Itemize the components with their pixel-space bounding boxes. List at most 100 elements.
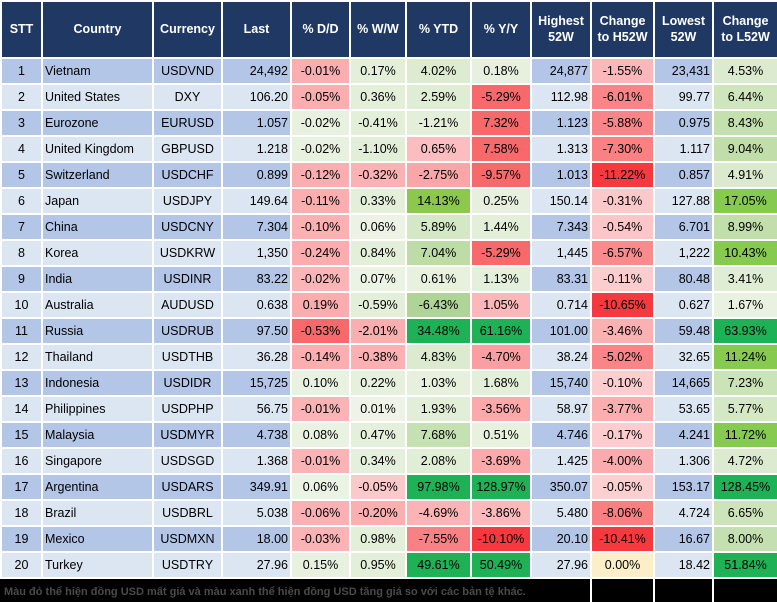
cell-yy-percent: 1.13% — [470, 265, 532, 293]
cell-ww-percent: -0.41% — [349, 109, 407, 137]
cell-country: Malaysia — [41, 421, 154, 449]
cell-ytd-percent: 7.04% — [405, 239, 472, 267]
cell-last: 97.50 — [221, 317, 292, 345]
table-row: 20 Turkey USDTRY 27.96 0.15% 0.95% 49.61% 50.49… — [0, 551, 777, 579]
cell-chg-h-percent: -1.55% — [590, 57, 655, 85]
cell-yy-percent: 61.16% — [470, 317, 532, 345]
cell-stt: 17 — [0, 473, 43, 501]
cell-country: Eurozone — [41, 109, 154, 137]
cell-currency: USDRUB — [152, 317, 223, 345]
cell-low: 4.241 — [653, 421, 714, 449]
table-row: 17 Argentina USDARS 349.91 0.06% -0.05% 97.98%… — [0, 473, 777, 501]
cell-currency: USDMYR — [152, 421, 223, 449]
cell-dd-percent: -0.14% — [290, 343, 351, 371]
cell-chg-h-percent: -6.57% — [590, 239, 655, 267]
cell-ww-percent: 0.36% — [349, 83, 407, 111]
cell-ytd-percent: 2.59% — [405, 83, 472, 111]
cell-low: 0.857 — [653, 161, 714, 189]
cell-last: 1.218 — [221, 135, 292, 163]
cell-country: Brazil — [41, 499, 154, 527]
cell-stt: 2 — [0, 83, 43, 111]
table-header-row: STT Country Currency Last% D/D% W/W% YTD% Y… — [0, 0, 777, 59]
cell-dd-percent: -0.12% — [290, 161, 351, 189]
cell-ytd-percent: 0.65% — [405, 135, 472, 163]
cell-high: 150.14 — [530, 187, 592, 215]
cell-stt: 6 — [0, 187, 43, 215]
cell-chg-h-percent: -5.88% — [590, 109, 655, 137]
cell-country: United States — [41, 83, 154, 111]
cell-high: 101.00 — [530, 317, 592, 345]
cell-low: 32.65 — [653, 343, 714, 371]
cell-stt: 14 — [0, 395, 43, 423]
cell-chg-h-percent: -0.11% — [590, 265, 655, 293]
table-row: 15 Malaysia USDMYR 4.738 0.08% 0.47% 7.68% 0.51… — [0, 421, 777, 449]
table-row: 5 Switzerland USDCHF 0.899 -0.12% -0.32% -2.75… — [0, 161, 777, 189]
cell-currency: USDTRY — [152, 551, 223, 579]
column-header-low: Lowest 52W — [653, 0, 714, 59]
cell-dd-percent: -0.01% — [290, 57, 351, 85]
cell-chg-l-percent: 7.23% — [712, 369, 777, 397]
cell-chg-l-percent: 4.72% — [712, 447, 777, 475]
footer-note-segment: Màu đỏ thể hiện đồng USD mất giá và màu … — [0, 579, 590, 602]
cell-stt: 16 — [0, 447, 43, 475]
cell-ww-percent: 0.47% — [349, 421, 407, 449]
cell-ww-percent: 0.33% — [349, 187, 407, 215]
cell-high: 1.313 — [530, 135, 592, 163]
cell-yy-percent: 7.32% — [470, 109, 532, 137]
cell-chg-h-percent: -5.02% — [590, 343, 655, 371]
table-row: 16 Singapore USDSGD 1.368 -0.01% 0.34% 2.08% -3… — [0, 447, 777, 475]
cell-dd-percent: -0.01% — [290, 395, 351, 423]
cell-chg-l-percent: 4.53% — [712, 57, 777, 85]
cell-ww-percent: -1.10% — [349, 135, 407, 163]
footer-note-bar: Màu đỏ thể hiện đồng USD mất giá và màu … — [0, 579, 777, 602]
cell-chg-l-percent: 6.44% — [712, 83, 777, 111]
cell-last: 106.20 — [221, 83, 292, 111]
cell-high: 350.07 — [530, 473, 592, 501]
cell-ytd-percent: -1.21% — [405, 109, 472, 137]
cell-low: 4.724 — [653, 499, 714, 527]
cell-ww-percent: 0.95% — [349, 551, 407, 579]
cell-dd-percent: -0.05% — [290, 83, 351, 111]
cell-stt: 20 — [0, 551, 43, 579]
cell-chg-h-percent: -11.22% — [590, 161, 655, 189]
cell-chg-l-percent: 11.72% — [712, 421, 777, 449]
cell-chg-l-percent: 5.77% — [712, 395, 777, 423]
cell-stt: 8 — [0, 239, 43, 267]
cell-stt: 5 — [0, 161, 43, 189]
cell-yy-percent: 7.58% — [470, 135, 532, 163]
cell-dd-percent: 0.19% — [290, 291, 351, 319]
cell-country: Korea — [41, 239, 154, 267]
cell-high: 20.10 — [530, 525, 592, 553]
footer-empty-segment — [712, 579, 777, 602]
cell-dd-percent: -0.11% — [290, 187, 351, 215]
cell-dd-percent: 0.06% — [290, 473, 351, 501]
column-header-chg-l: Change to L52W — [712, 0, 777, 59]
table-row: 7 China USDCNY 7.304 -0.10% 0.06% 5.89% 1.44% 7.… — [0, 213, 777, 241]
cell-ytd-percent: 49.61% — [405, 551, 472, 579]
cell-currency: USDCHF — [152, 161, 223, 189]
cell-ytd-percent: 34.48% — [405, 317, 472, 345]
cell-ytd-percent: 14.13% — [405, 187, 472, 215]
cell-last: 24,492 — [221, 57, 292, 85]
cell-chg-l-percent: 10.43% — [712, 239, 777, 267]
cell-high: 1,445 — [530, 239, 592, 267]
cell-low: 59.48 — [653, 317, 714, 345]
cell-chg-l-percent: 9.04% — [712, 135, 777, 163]
cell-currency: USDINR — [152, 265, 223, 293]
cell-chg-l-percent: 51.84% — [712, 551, 777, 579]
cell-low: 0.627 — [653, 291, 714, 319]
cell-ytd-percent: -6.43% — [405, 291, 472, 319]
column-header-high: Highest 52W — [530, 0, 592, 59]
cell-yy-percent: 1.68% — [470, 369, 532, 397]
cell-ytd-percent: 2.08% — [405, 447, 472, 475]
cell-high: 7.343 — [530, 213, 592, 241]
cell-high: 83.31 — [530, 265, 592, 293]
cell-stt: 18 — [0, 499, 43, 527]
cell-stt: 15 — [0, 421, 43, 449]
table-row: 2 United States DXY 106.20 -0.05% 0.36% 2.59% -… — [0, 83, 777, 111]
footer-empty-segment — [653, 579, 712, 602]
table-row: 14 Philippines USDPHP 56.75 -0.01% 0.01% 1.93%… — [0, 395, 777, 423]
cell-high: 27.96 — [530, 551, 592, 579]
fx-rates-table: STT Country Currency Last% D/D% W/W% YTD% Y… — [0, 0, 777, 579]
